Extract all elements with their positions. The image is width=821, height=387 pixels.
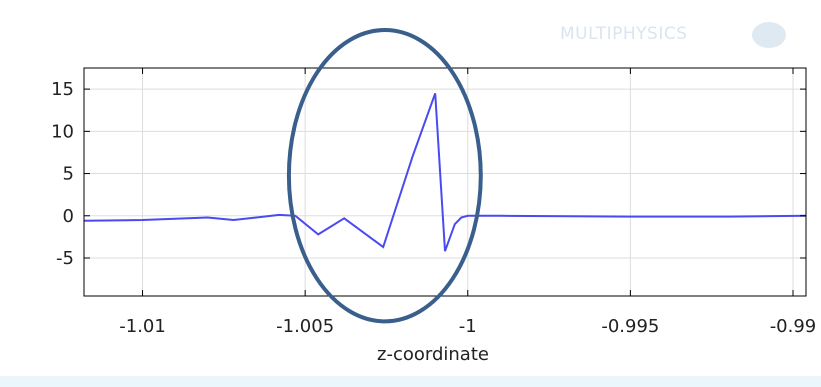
watermark-logo-icon <box>752 22 786 48</box>
grid-lines <box>84 68 806 296</box>
watermark-text: MULTIPHYSICS <box>560 24 688 44</box>
x-axis-label: z-coordinate <box>377 344 489 365</box>
plot-frame <box>83 67 807 297</box>
y-tick-label: 10 <box>51 121 74 142</box>
tick-labels: -1.01 -1.005 -1 -0.995 -0.99 15 10 5 0 -5 <box>51 79 816 337</box>
x-tick-label: -0.995 <box>601 316 659 337</box>
ticks-layer <box>84 68 806 296</box>
highlight-ellipse <box>286 28 483 324</box>
x-tick-label: -0.99 <box>770 316 817 337</box>
annotation-layer <box>286 28 483 324</box>
x-tick-label: -1 <box>459 316 477 337</box>
y-tick-label: -5 <box>56 248 74 269</box>
y-tick-label: 15 <box>51 79 74 100</box>
bottom-band <box>0 376 821 387</box>
x-tick-label: -1.01 <box>119 316 166 337</box>
series-line <box>83 92 807 252</box>
y-tick-label: 5 <box>63 164 74 185</box>
y-tick-label: 0 <box>63 206 74 227</box>
x-tick-label: -1.005 <box>276 316 334 337</box>
series-layer <box>83 92 807 252</box>
